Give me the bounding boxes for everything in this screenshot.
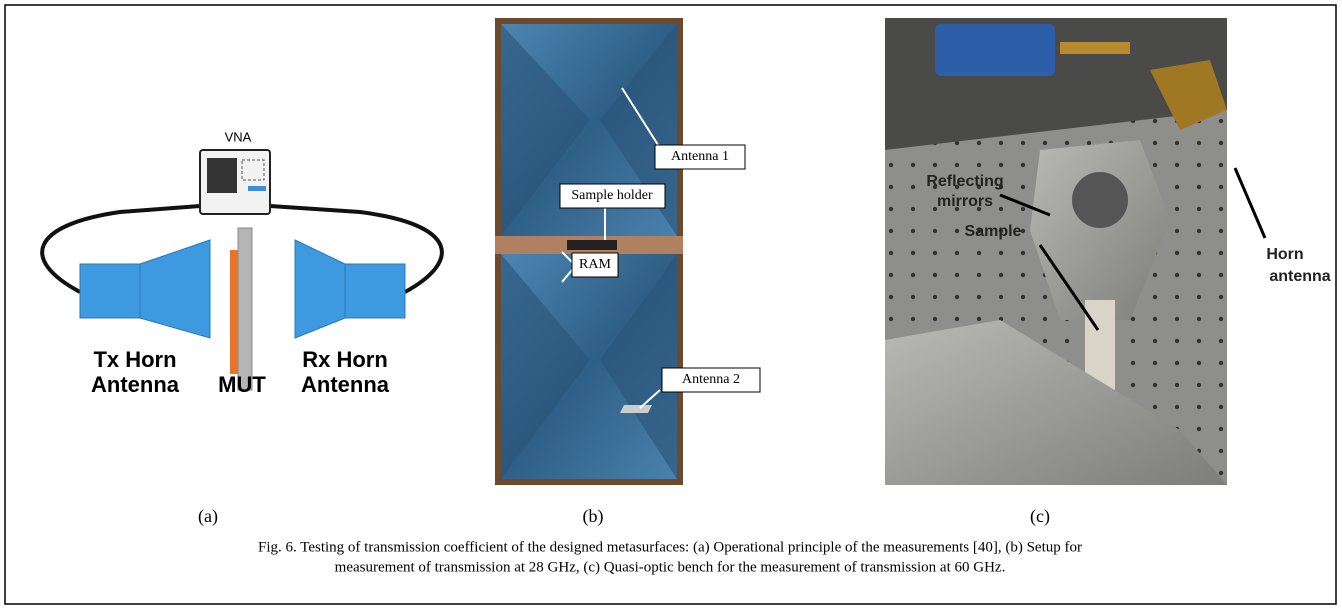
caption-line: measurement of transmission at 28 GHz, (… (335, 559, 1006, 575)
sublabel: (b) (583, 506, 604, 527)
label: Sample (965, 223, 1022, 240)
label: VNA (225, 129, 252, 144)
tx-flare (140, 240, 210, 338)
aperture (1072, 172, 1128, 228)
label: Horn (1266, 246, 1303, 263)
source (935, 24, 1055, 76)
label: Tx Horn (93, 347, 176, 372)
sublabel: (a) (198, 506, 218, 527)
label: mirrors (937, 193, 993, 210)
figure: VNA Tx Horn Antenna MUT Rx Horn Antenna … (0, 0, 1342, 610)
label: Antenna 1 (671, 149, 729, 164)
label: Antenna 2 (682, 372, 740, 387)
vna-screen (207, 158, 237, 193)
rx-flare (295, 240, 345, 338)
label: Antenna (91, 372, 180, 397)
rx-horn (345, 264, 405, 318)
diagram-a: VNA Tx Horn Antenna MUT Rx Horn Antenna (42, 129, 442, 396)
label: Reflecting (926, 173, 1003, 190)
antenna-2 (620, 405, 652, 413)
label: Rx Horn (302, 347, 388, 372)
label: Sample holder (571, 188, 653, 203)
photo-b: Antenna 1 Sample holder RAM Antenna 2 (495, 18, 760, 485)
mut (238, 228, 252, 390)
label: Antenna (301, 372, 390, 397)
caption-line: Fig. 6. Testing of transmission coeffici… (258, 539, 1082, 555)
sublabel: (c) (1030, 506, 1050, 527)
label: MUT (218, 372, 266, 397)
sample-holder (567, 240, 617, 250)
vna-port (248, 186, 266, 191)
label: RAM (579, 257, 611, 272)
tx-horn (80, 264, 140, 318)
label: antenna (1269, 268, 1330, 285)
waveguide (1060, 42, 1130, 54)
photo-c: Reflecting mirrors Sample Horn antenna (885, 18, 1331, 485)
sample (230, 250, 238, 374)
